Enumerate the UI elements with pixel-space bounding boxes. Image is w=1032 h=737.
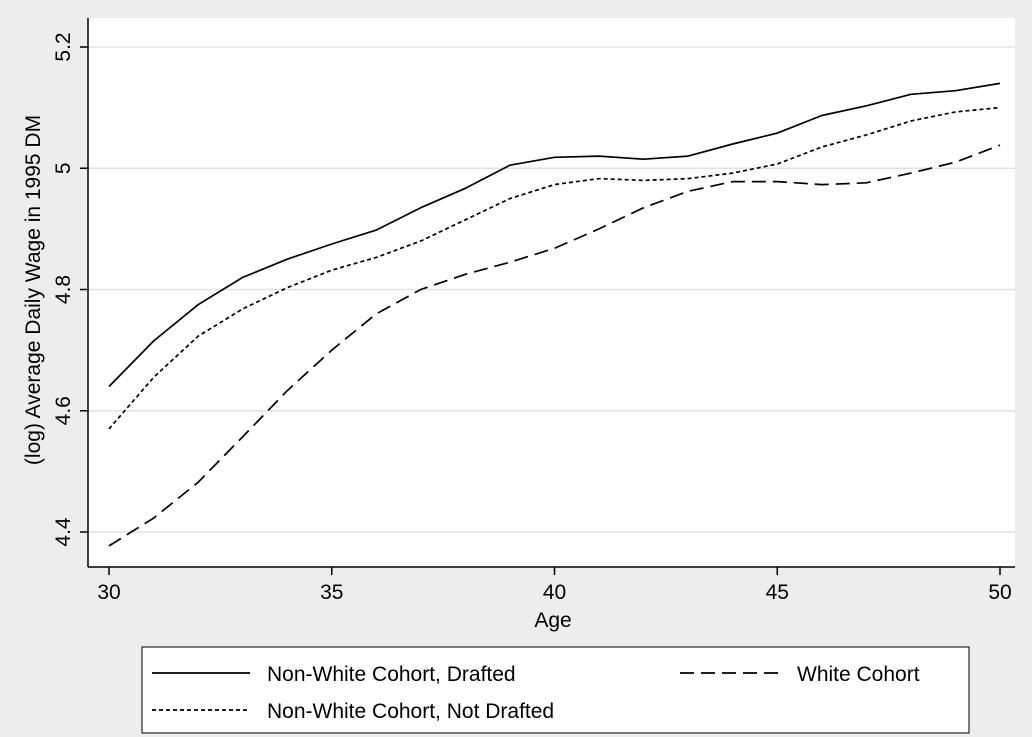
plot-area: [88, 18, 1015, 567]
y-tick-label: 5: [52, 162, 75, 174]
series-lines: [108, 82, 1001, 547]
y-axis-label: (log) Average Daily Wage in 1995 DM: [22, 115, 45, 465]
legend-label-1: Non-White Cohort, Drafted: [267, 663, 516, 686]
y-tick-label: 4.8: [52, 275, 75, 304]
y-tick-label: 4.4: [52, 517, 75, 547]
legend: Non-White Cohort, Drafted White Cohort Non…: [141, 646, 970, 734]
legend-items: Non-White Cohort, Drafted White Cohort Non…: [152, 663, 920, 723]
y-tick-label: 5.2: [52, 32, 75, 61]
x-axis-label: Age: [534, 609, 571, 632]
grid-lines: [88, 46, 1015, 533]
x-tick-label: 45: [766, 581, 789, 604]
legend-box: [141, 646, 970, 734]
y-axis-ticks: 4.4 4.6 4.8 5 5.2: [52, 32, 88, 547]
y-tick-label: 4.6: [52, 396, 75, 425]
x-tick-label: 35: [320, 581, 343, 604]
x-tick-label: 50: [988, 581, 1011, 604]
series-line-3: [108, 106, 1001, 430]
legend-label-2: White Cohort: [797, 663, 920, 686]
x-tick-label: 30: [97, 581, 120, 604]
x-axis-ticks: 30 35 40 45 50: [97, 567, 1012, 604]
series-line-1: [108, 82, 1001, 388]
legend-label-3: Non-White Cohort, Not Drafted: [267, 700, 554, 723]
x-tick-label: 40: [543, 581, 566, 604]
series-line-2: [108, 144, 1001, 547]
